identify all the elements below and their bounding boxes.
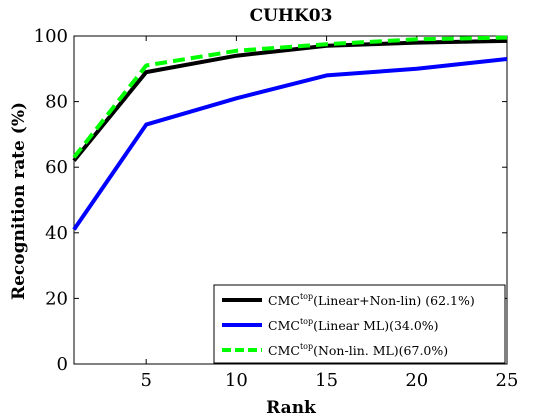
y-tick-label: 80 (45, 92, 68, 113)
y-tick-label: 0 (57, 354, 68, 375)
series-line-3 (72, 35, 508, 159)
chart-title: CUHK03 (250, 6, 333, 26)
x-tick-label: 25 (496, 370, 519, 391)
series-line-1 (72, 38, 508, 162)
x-tick-label: 15 (315, 370, 338, 391)
y-tick-label: 100 (34, 26, 68, 47)
x-tick-label: 20 (405, 370, 428, 391)
series-line-2 (72, 57, 508, 231)
x-tick-label: 5 (140, 370, 151, 391)
y-tick-label: 60 (45, 157, 68, 178)
legend-box (213, 284, 506, 364)
legend-label-3: CMCtop(Non-lin. ML)(67.0%) (268, 342, 448, 358)
x-axis-label: Rank (266, 398, 317, 418)
axes-frame (73, 35, 508, 365)
legend-label-1: CMCtop(Linear+Non-lin) (62.1%) (268, 292, 475, 308)
legend-label-2: CMCtop(Linear ML)(34.0%) (268, 317, 439, 333)
plot-area: 5 10 15 20 25 0 20 40 60 80 100 (34, 26, 519, 391)
legend: CMCtop(Linear+Non-lin) (62.1%) CMCtop(Lin… (213, 284, 506, 364)
y-axis-label: Recognition rate (%) (9, 102, 29, 300)
y-tick-label: 20 (45, 288, 68, 309)
x-tick-label: 10 (225, 370, 248, 391)
y-tick-label: 40 (45, 223, 68, 244)
